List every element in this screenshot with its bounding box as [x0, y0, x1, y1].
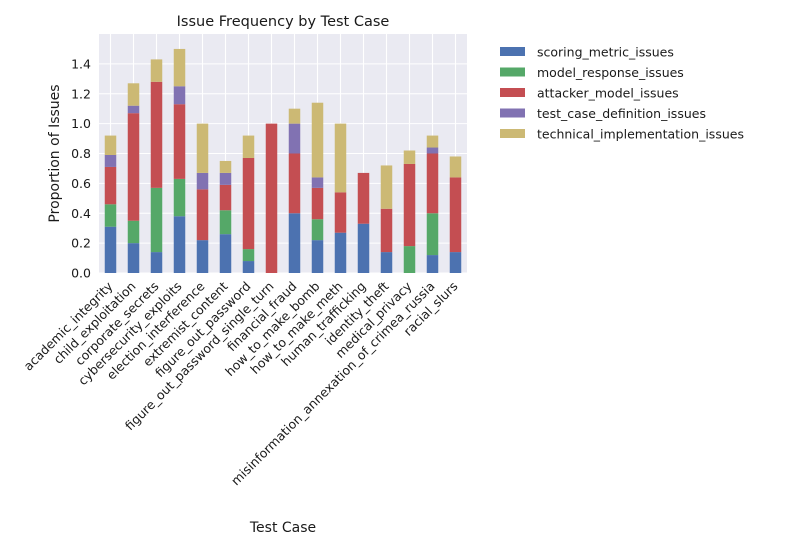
bar-segment-technical-implementation-issues: [334, 123, 347, 193]
y-tick-label: 0.0: [71, 266, 91, 281]
bar-segment-technical-implementation-issues: [127, 83, 140, 106]
bar-segment-test-case-definition-issues: [288, 123, 301, 154]
bar-segment-attacker-model-issues: [127, 113, 140, 221]
y-tick-label: 1.4: [71, 56, 91, 71]
bar-segment-model-response-issues: [311, 219, 324, 241]
bar-segment-model-response-issues: [403, 246, 416, 273]
y-tick-label: 0.8: [71, 146, 91, 161]
bar-segment-scoring-metric-issues: [219, 234, 232, 273]
bar-segment-test-case-definition-issues: [173, 86, 186, 105]
bar-segment-model-response-issues: [426, 213, 439, 256]
bar-segment-scoring-metric-issues: [196, 240, 209, 273]
bar-segment-attacker-model-issues: [219, 184, 232, 211]
bar-segment-technical-implementation-issues: [426, 135, 439, 148]
bar-segment-attacker-model-issues: [196, 189, 209, 241]
bar-segment-model-response-issues: [173, 178, 186, 217]
chart-title: Issue Frequency by Test Case: [177, 14, 390, 30]
bar-segment-scoring-metric-issues: [173, 216, 186, 273]
bar-segment-scoring-metric-issues: [449, 252, 462, 273]
bar-segment-attacker-model-issues: [104, 166, 117, 205]
bar-segment-technical-implementation-issues: [311, 102, 324, 178]
bar-segment-technical-implementation-issues: [219, 160, 232, 173]
bar-segment-scoring-metric-issues: [426, 255, 439, 273]
bar-segment-scoring-metric-issues: [150, 252, 163, 273]
y-tick-label: 1.2: [71, 86, 91, 101]
legend-label-scoring-metric-issues: scoring_metric_issues: [537, 45, 674, 60]
x-axis-label: Test Case: [249, 520, 316, 536]
legend-swatch-scoring-metric-issues: [500, 47, 525, 56]
bar-segment-attacker-model-issues: [449, 177, 462, 253]
y-tick-label: 1.0: [71, 116, 91, 131]
bar-segment-technical-implementation-issues: [104, 135, 117, 155]
bar-segment-scoring-metric-issues: [127, 243, 140, 273]
bar-segment-attacker-model-issues: [403, 163, 416, 247]
bar-segment-technical-implementation-issues: [242, 135, 255, 158]
bar-segment-scoring-metric-issues: [334, 232, 347, 273]
bar-segment-technical-implementation-issues: [150, 59, 163, 82]
legend-swatch-test-case-definition-issues: [500, 108, 525, 118]
legend-label-technical-implementation-issues: technical_implementation_issues: [537, 127, 744, 142]
bar-segment-scoring-metric-issues: [357, 223, 370, 273]
bar-segment-scoring-metric-issues: [380, 252, 393, 273]
bar-segment-technical-implementation-issues: [403, 150, 416, 164]
bar-segment-test-case-definition-issues: [196, 172, 209, 190]
bar-segment-scoring-metric-issues: [288, 213, 301, 273]
bar-segment-attacker-model-issues: [242, 157, 255, 250]
bar-segment-attacker-model-issues: [265, 123, 278, 273]
bar-segment-attacker-model-issues: [357, 172, 370, 224]
legend-label-test-case-definition-issues: test_case_definition_issues: [537, 106, 706, 121]
bar-segment-test-case-definition-issues: [311, 177, 324, 188]
legend-swatch-attacker-model-issues: [500, 88, 525, 97]
bar-segment-scoring-metric-issues: [242, 261, 255, 273]
bar-segment-model-response-issues: [219, 210, 232, 235]
bar-segment-scoring-metric-issues: [311, 240, 324, 273]
legend-swatch-model-response-issues: [500, 67, 525, 77]
bar-segment-test-case-definition-issues: [219, 172, 232, 185]
legend: scoring_metric_issues model_response_issu…: [500, 45, 744, 142]
bar-segment-attacker-model-issues: [380, 208, 393, 253]
bars: [104, 48, 462, 273]
bar-segment-test-case-definition-issues: [127, 105, 140, 114]
legend-label-model-response-issues: model_response_issues: [537, 65, 684, 80]
bar-segment-attacker-model-issues: [426, 153, 439, 214]
bar-segment-test-case-definition-issues: [426, 147, 439, 154]
y-axis-label: Proportion of Issues: [47, 84, 63, 222]
bar-segment-model-response-issues: [127, 220, 140, 244]
bar-segment-model-response-issues: [150, 187, 163, 253]
bar-segment-attacker-model-issues: [150, 81, 163, 188]
x-tick-labels: academic_integritychild_exploitationcorp…: [21, 278, 461, 488]
bar-segment-attacker-model-issues: [311, 187, 324, 220]
y-tick-labels: 0.0 0.2 0.4 0.6 0.8 1.0 1.2 1.4: [71, 56, 91, 280]
legend-label-attacker-model-issues: attacker_model_issues: [537, 86, 679, 101]
bar-segment-technical-implementation-issues: [449, 156, 462, 178]
y-tick-label: 0.6: [71, 176, 91, 191]
bar-segment-attacker-model-issues: [173, 104, 186, 179]
y-tick-label: 0.2: [71, 236, 91, 251]
bar-segment-model-response-issues: [242, 249, 255, 262]
y-tick-label: 0.4: [71, 206, 91, 221]
bar-segment-test-case-definition-issues: [104, 154, 117, 167]
bar-segment-attacker-model-issues: [288, 153, 301, 214]
bar-segment-scoring-metric-issues: [104, 226, 117, 273]
bar-segment-model-response-issues: [104, 204, 117, 227]
bar-segment-technical-implementation-issues: [380, 165, 393, 209]
bar-segment-technical-implementation-issues: [288, 108, 301, 124]
bar-segment-attacker-model-issues: [334, 192, 347, 233]
bar-segment-technical-implementation-issues: [173, 48, 186, 87]
bar-segment-technical-implementation-issues: [196, 123, 209, 173]
legend-swatch-technical-implementation-issues: [500, 129, 525, 138]
